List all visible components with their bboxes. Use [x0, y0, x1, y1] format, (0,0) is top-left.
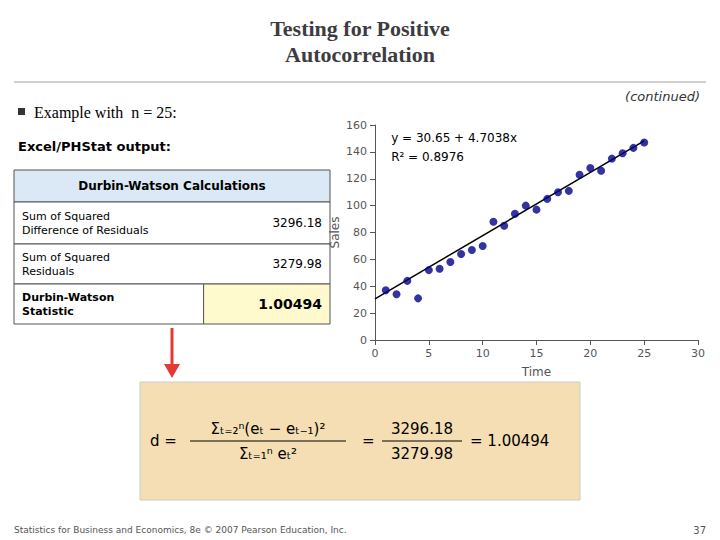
- svg-text:Sales: Sales: [328, 217, 342, 249]
- svg-text:Durbin-Watson: Durbin-Watson: [22, 291, 114, 304]
- svg-text:120: 120: [346, 172, 367, 185]
- svg-text:Difference of Residuals: Difference of Residuals: [22, 224, 149, 237]
- svg-text:10: 10: [476, 347, 490, 360]
- svg-text:0: 0: [372, 347, 379, 360]
- svg-text:3296.18: 3296.18: [391, 420, 453, 438]
- svg-text:60: 60: [353, 253, 367, 266]
- svg-text:Residuals: Residuals: [22, 265, 74, 278]
- svg-text:Sum of Squared: Sum of Squared: [22, 251, 110, 264]
- svg-text:0: 0: [360, 334, 367, 347]
- svg-text:Statistic: Statistic: [22, 305, 74, 318]
- svg-text:= 1.00494: = 1.00494: [470, 432, 549, 450]
- svg-text:Σₜ₌₁ⁿ eₜ²: Σₜ₌₁ⁿ eₜ²: [239, 445, 297, 463]
- svg-text:d =: d =: [150, 432, 177, 450]
- svg-text:15: 15: [530, 347, 544, 360]
- svg-text:30: 30: [691, 347, 705, 360]
- svg-text:5: 5: [425, 347, 432, 360]
- svg-text:20: 20: [353, 307, 367, 320]
- svg-text:140: 140: [346, 145, 367, 158]
- svg-text:100: 100: [346, 199, 367, 212]
- svg-text:Excel/PHStat output:: Excel/PHStat output:: [18, 139, 171, 154]
- svg-text:=: =: [362, 432, 375, 450]
- svg-text:3296.18: 3296.18: [272, 216, 322, 230]
- svg-text:1.00494: 1.00494: [258, 296, 322, 312]
- svg-text:3279.98: 3279.98: [272, 257, 322, 271]
- svg-text:3279.98: 3279.98: [391, 445, 453, 463]
- svg-text:Example with n = 25:: Example with n = 25:: [34, 104, 177, 122]
- svg-text:25: 25: [637, 347, 651, 360]
- svg-text:160: 160: [346, 119, 367, 132]
- svg-text:Sum of Squared: Sum of Squared: [22, 210, 110, 223]
- svg-text:(continued): (continued): [625, 89, 700, 104]
- svg-text:Statistics for Business and Ec: Statistics for Business and Economics, 8…: [14, 525, 347, 535]
- svg-text:Σₜ₌₂ⁿ(eₜ − eₜ₋₁)²: Σₜ₌₂ⁿ(eₜ − eₜ₋₁)²: [211, 420, 326, 438]
- svg-text:Time: Time: [521, 365, 551, 379]
- svg-text:R² = 0.8976: R² = 0.8976: [391, 150, 464, 164]
- svg-text:37: 37: [693, 525, 706, 536]
- svg-text:y = 30.65 + 4.7038x: y = 30.65 + 4.7038x: [391, 131, 517, 145]
- svg-text:Durbin-Watson Calculations: Durbin-Watson Calculations: [78, 179, 266, 193]
- svg-text:80: 80: [353, 226, 367, 239]
- svg-text:Autocorrelation: Autocorrelation: [285, 42, 435, 67]
- svg-text:40: 40: [353, 280, 367, 293]
- svg-text:20: 20: [583, 347, 597, 360]
- svg-text:Testing for Positive: Testing for Positive: [270, 16, 450, 41]
